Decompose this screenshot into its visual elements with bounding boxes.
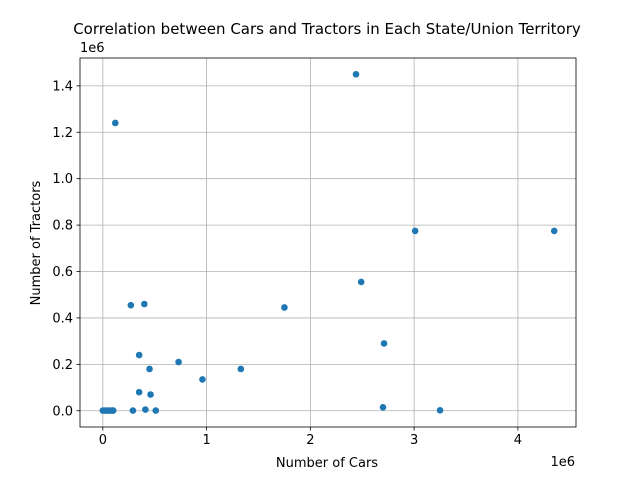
y-tick-label: 0.4 [52,311,73,326]
data-point [147,391,154,398]
data-point [141,300,148,308]
data-point [357,278,365,286]
y-tick-label: 1.0 [52,172,73,187]
data-point [175,358,182,366]
y-tick-label: 1.2 [52,126,73,141]
grid-lines [80,58,576,427]
data-point [550,227,558,235]
data-point [109,407,117,414]
x-tick-label: 1 [202,433,210,448]
data-point [411,227,419,235]
y-tick-label: 0.0 [52,404,73,419]
chart-title: Correlation between Cars and Tractors in… [73,20,581,38]
y-tick-label: 0.6 [52,265,73,280]
data-point [379,403,387,411]
y-axis-offset-label: 1e6 [80,41,105,56]
x-axis-title: Number of Cars [276,456,378,471]
x-tick-label: 2 [306,433,314,448]
data-point [142,406,149,413]
data-point [380,340,388,347]
data-point [199,376,206,383]
data-point [135,388,143,396]
x-tick-label: 3 [410,433,418,448]
y-axis-title: Number of Tractors [29,180,44,305]
data-point [436,406,444,414]
x-tick-label: 0 [99,433,107,448]
y-tick-label: 0.8 [52,219,73,234]
plot-area-frame [79,57,577,428]
data-point [281,304,288,311]
x-axis-offset-label: 1e6 [550,455,575,470]
data-point [135,351,143,359]
x-tick-label: 4 [514,433,522,448]
y-tick-label: 0.2 [52,358,73,373]
data-point [146,365,153,373]
data-point [129,407,137,414]
y-tick-label: 1.4 [52,79,73,94]
data-point [111,119,119,127]
data-point [152,407,160,414]
data-point [127,301,135,309]
data-point [352,70,360,78]
data-points [99,70,558,414]
y-axis-ticks: 0.0 0.2 0.4 0.6 0.8 1.0 1.2 1.4 [52,79,80,419]
data-point [237,365,245,373]
x-axis-ticks: 0 1 2 3 4 [99,427,522,448]
